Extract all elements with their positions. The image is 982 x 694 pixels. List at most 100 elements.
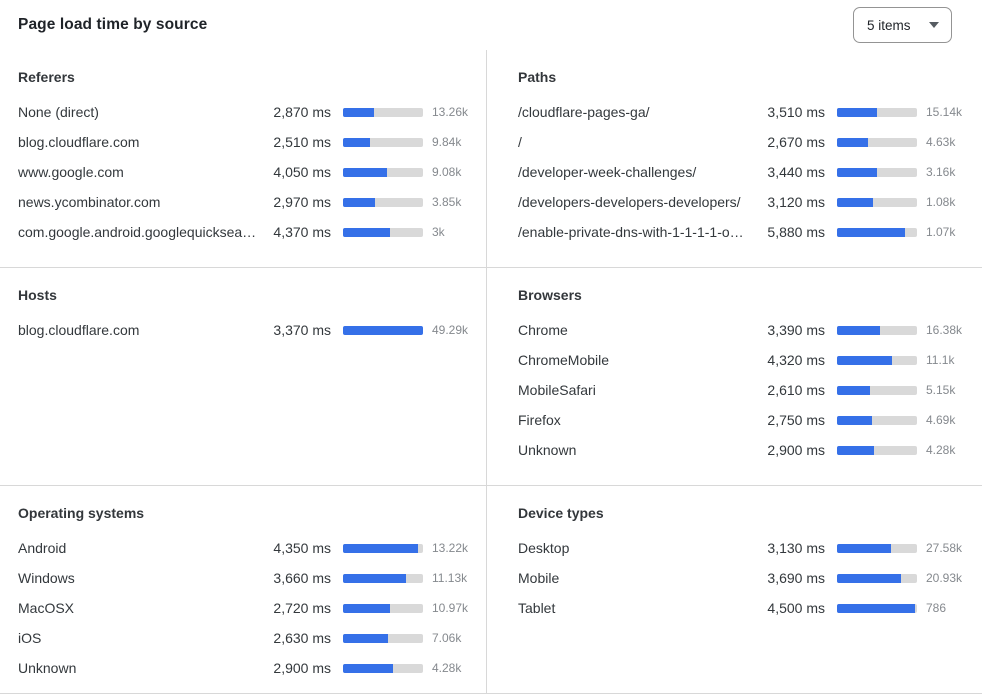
metric-row: Unknown 2,900 ms 4.28k (518, 435, 972, 465)
row-load-time: 2,750 ms (767, 412, 825, 428)
row-load-time: 3,690 ms (767, 570, 825, 586)
row-count: 4.63k (926, 135, 956, 149)
row-load-time: 3,120 ms (767, 194, 825, 210)
panel-browsers: Browsers Chrome 3,390 ms 16.38k ChromeMobile… (486, 267, 982, 485)
metric-row: ChromeMobile 4,320 ms 11.1k (518, 345, 972, 375)
row-bar-fill (343, 573, 406, 583)
row-bar-track (837, 445, 917, 455)
row-load-time: 4,050 ms (273, 164, 331, 180)
panel-operating-systems: Operating systems Android 4,350 ms 13.22k Wi… (0, 485, 486, 694)
panel-paths: Paths/cloudflare-pages-ga/3,510 ms 15.14k… (486, 50, 982, 267)
row-bar-track (343, 227, 423, 237)
metric-row: Firefox 2,750 ms 4.69k (518, 405, 972, 435)
row-bar-track (837, 415, 917, 425)
row-count: 5.15k (926, 383, 956, 397)
panel-title: Referers (18, 69, 75, 85)
metric-row: news.ycombinator.com 2,970 ms 3.85k (18, 187, 478, 217)
row-load-time: 2,630 ms (273, 630, 331, 646)
row-bar-track (837, 137, 917, 147)
widget-header: Page load time by source 5 items (0, 0, 982, 50)
row-bar-track (837, 355, 917, 365)
metric-row: blog.cloudflare.com 2,510 ms 9.84k (18, 127, 478, 157)
row-count: 16.38k (926, 323, 963, 337)
row-bar-fill (837, 415, 872, 425)
items-count-select[interactable]: 5 items (853, 7, 952, 43)
row-label: news.ycombinator.com (18, 194, 161, 210)
panel-title: Browsers (518, 287, 582, 303)
metric-row: /enable-private-dns-with-1-1-1-1-on-… 5,8… (518, 217, 972, 247)
row-bar-fill (837, 197, 873, 207)
row-load-time: 4,320 ms (767, 352, 825, 368)
row-load-time: 4,370 ms (273, 224, 331, 240)
row-count: 13.26k (432, 105, 469, 119)
row-bar-track (343, 107, 423, 117)
chevron-down-icon (929, 22, 939, 28)
metric-row: None (direct) 2,870 ms 13.26k (18, 97, 478, 127)
row-label: / (518, 134, 522, 150)
row-bar-fill (837, 355, 892, 365)
row-label: Desktop (518, 540, 570, 556)
row-bar-fill (837, 603, 916, 613)
row-label: Unknown (18, 660, 77, 676)
row-label: Unknown (518, 442, 577, 458)
row-load-time: 3,390 ms (767, 322, 825, 338)
row-bar-fill (837, 167, 877, 177)
row-load-time: 3,660 ms (273, 570, 331, 586)
row-count: 3k (432, 225, 445, 239)
row-count: 786 (926, 601, 947, 615)
row-bar-fill (837, 445, 874, 455)
row-count: 9.84k (432, 135, 462, 149)
row-label: Mobile (518, 570, 560, 586)
panel-title: Device types (518, 505, 604, 521)
row-bar-track (343, 603, 423, 613)
row-label: Tablet (518, 600, 556, 616)
row-label: Chrome (518, 322, 568, 338)
row-label: None (direct) (18, 104, 99, 120)
row-label: /developers-developers-developers/ (518, 194, 741, 210)
row-count: 13.22k (432, 541, 469, 555)
row-bar-fill (343, 167, 387, 177)
row-label: www.google.com (18, 164, 124, 180)
row-load-time: 2,670 ms (767, 134, 825, 150)
metric-row: Tablet 4,500 ms 786 (518, 593, 972, 623)
row-label: Windows (18, 570, 75, 586)
row-load-time: 2,970 ms (273, 194, 331, 210)
row-count: 1.08k (926, 195, 956, 209)
row-count: 3.16k (926, 165, 956, 179)
panel-title: Paths (518, 69, 557, 85)
row-bar-track (343, 663, 423, 673)
row-count: 9.08k (432, 165, 462, 179)
metric-row: MobileSafari 2,610 ms 5.15k (518, 375, 972, 405)
panels-grid: Referers None (direct) 2,870 ms 13.26k blog.… (0, 50, 982, 694)
row-load-time: 3,370 ms (273, 322, 331, 338)
row-bar-track (343, 633, 423, 643)
row-bar-track (343, 325, 423, 335)
metric-row: iOS 2,630 ms 7.06k (18, 623, 478, 653)
row-count: 49.29k (432, 323, 469, 337)
row-load-time: 3,130 ms (767, 540, 825, 556)
row-bar-track (837, 603, 917, 613)
row-bar-fill (343, 137, 370, 147)
row-bar-track (837, 167, 917, 177)
metric-row: blog.cloudflare.com 3,370 ms 49.29k (18, 315, 478, 345)
page-title: Page load time by source (18, 16, 208, 33)
row-bar-track (837, 325, 917, 335)
row-bar-fill (343, 633, 389, 643)
row-load-time: 3,510 ms (767, 104, 825, 120)
row-label: ChromeMobile (518, 352, 610, 368)
panel-device-types: Device types Desktop 3,130 ms 27.58k Mobile 3… (486, 485, 982, 694)
metric-row: /cloudflare-pages-ga/3,510 ms 15.14k (518, 97, 972, 127)
row-bar-fill (837, 227, 905, 237)
metric-row: Windows 3,660 ms 11.13k (18, 563, 478, 593)
row-label: Android (18, 540, 67, 556)
metric-row: /developers-developers-developers/3,120 … (518, 187, 972, 217)
row-load-time: 2,610 ms (767, 382, 825, 398)
row-bar-fill (343, 543, 418, 553)
row-load-time: 3,440 ms (767, 164, 825, 180)
row-count: 11.13k (432, 571, 468, 585)
row-bar-fill (837, 543, 892, 553)
metric-row: com.google.android.googlequicksearc… 4,37… (18, 217, 478, 247)
row-load-time: 2,720 ms (273, 600, 331, 616)
row-count: 15.14k (926, 105, 963, 119)
row-count: 1.07k (926, 225, 956, 239)
